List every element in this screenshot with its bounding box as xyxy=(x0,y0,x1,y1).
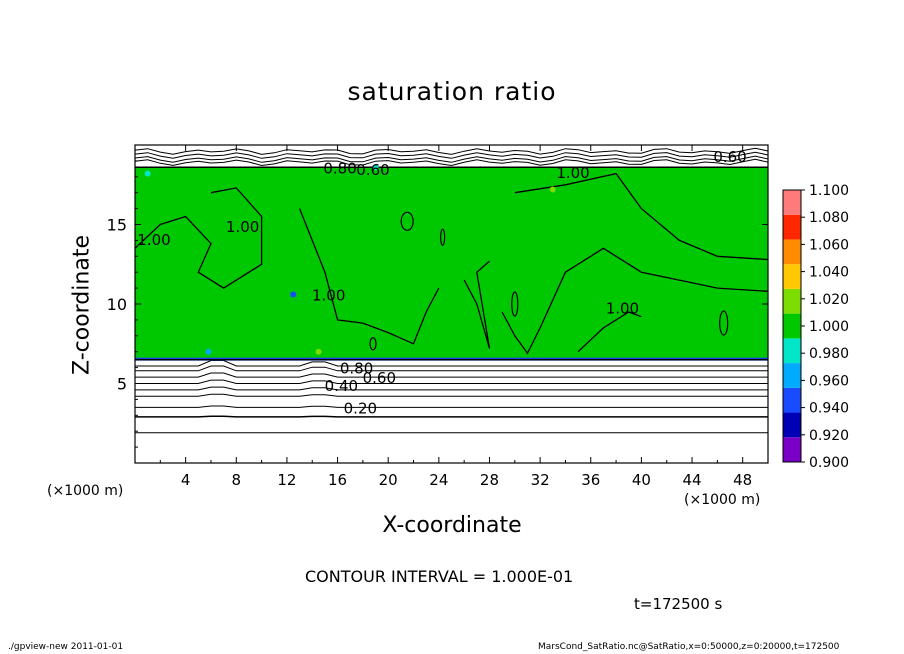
contour-label: 0.60 xyxy=(363,369,396,387)
time-stamp: t=172500 s xyxy=(634,595,723,613)
colorbar-label: 1.040 xyxy=(809,265,849,281)
y-tick-label: 15 xyxy=(107,216,127,235)
contour-line xyxy=(577,311,642,353)
colorbar-swatch xyxy=(783,239,801,265)
colorbar-label: 0.940 xyxy=(809,401,849,417)
colorbar-label: 0.920 xyxy=(809,428,849,444)
contour-label: 0.80 xyxy=(340,360,373,378)
contour-line xyxy=(135,372,768,378)
colorbar-label: 1.020 xyxy=(809,292,849,308)
contour-label: 1.00 xyxy=(312,287,345,305)
colorbar-label: 0.960 xyxy=(809,373,849,389)
saturation-speck xyxy=(549,186,556,193)
contour-line xyxy=(135,360,768,367)
footer-program: ./gpview-new 2011-01-01 xyxy=(8,642,124,652)
footer-source: MarsCond_SatRatio.nc@SatRatio,x=0:50000,… xyxy=(538,642,840,652)
colorbar-swatch xyxy=(783,387,801,413)
x-tick-label: 16 xyxy=(328,471,347,489)
x-tick-label: 24 xyxy=(429,471,448,489)
colorbar-label: 1.060 xyxy=(809,237,849,253)
contour-line xyxy=(135,379,768,384)
contour-label: 0.40 xyxy=(325,377,358,395)
saturation-speck xyxy=(205,348,212,355)
y-tick-label: 10 xyxy=(107,295,127,314)
contour-line xyxy=(135,415,768,418)
contour-line xyxy=(719,310,729,336)
x-tick-label: 20 xyxy=(379,471,398,489)
y-tick-label: 5 xyxy=(117,375,127,394)
saturated-layer-fill xyxy=(135,167,768,360)
contour-label: 1.00 xyxy=(226,218,259,236)
colorbar-label: 1.000 xyxy=(809,319,849,335)
colorbar-label: 1.080 xyxy=(809,210,849,226)
x-tick-label: 12 xyxy=(277,471,296,489)
x-tick-label: 44 xyxy=(682,471,701,489)
colorbar: 1.100 1.080 1.060 1.040 1.020 1.000 0.980 0.960… xyxy=(782,183,849,471)
contour-label: 1.00 xyxy=(556,164,589,182)
contour-line xyxy=(400,211,414,231)
contour-interval-text: CONTOUR INTERVAL = 1.000E-01 xyxy=(305,567,574,586)
contour-line xyxy=(369,337,377,351)
contour-label: 0.60 xyxy=(356,161,389,179)
contour-line xyxy=(135,187,263,289)
colorbar-label: 0.980 xyxy=(809,346,849,362)
saturation-speck xyxy=(315,348,322,355)
colorbar-swatch xyxy=(783,412,801,438)
contour-line xyxy=(298,208,440,345)
x-tick-label: 32 xyxy=(531,471,550,489)
saturation-speck xyxy=(372,164,379,171)
colorbar-swatch xyxy=(783,313,801,339)
chart-title: saturation ratio xyxy=(347,77,557,106)
saturation-speck xyxy=(144,170,151,177)
colorbar-swatch xyxy=(783,338,801,364)
colorbar-swatch xyxy=(783,437,801,462)
contour-line xyxy=(135,386,768,391)
x-unit-label-left: (×1000 m) xyxy=(47,483,124,499)
contour-label: 1.00 xyxy=(606,299,639,317)
contour-line xyxy=(135,155,768,163)
contour-label: 0.80 xyxy=(323,159,356,177)
contour-label: 1.00 xyxy=(137,231,170,249)
x-tick-label: 36 xyxy=(581,471,600,489)
contour-line xyxy=(135,151,768,159)
contour-line xyxy=(135,393,768,397)
colorbar-swatch xyxy=(783,190,801,215)
x-axis-label: X-coordinate xyxy=(382,513,522,538)
x-tick-label: 40 xyxy=(632,471,651,489)
y-axis-label: Z-coordinate xyxy=(69,235,95,375)
contour-label: 0.20 xyxy=(344,399,377,417)
x-unit-label-right: (×1000 m) xyxy=(684,492,761,508)
contour-line xyxy=(511,291,519,317)
contour-line xyxy=(135,158,768,167)
contour-line xyxy=(440,228,446,246)
field-layer: 1.001.001.001.001.000.600.600.800.800.60… xyxy=(135,147,768,434)
saturation-speck xyxy=(290,291,297,298)
contour-label: 0.60 xyxy=(713,148,746,166)
colorbar-swatch xyxy=(783,264,801,289)
contour-line xyxy=(463,260,491,349)
contour-line xyxy=(135,365,768,372)
x-tick-label: 8 xyxy=(232,471,242,489)
x-tick-label: 48 xyxy=(733,471,752,489)
x-tick-label: 28 xyxy=(480,471,499,489)
colorbar-swatch xyxy=(783,214,801,240)
contour-line xyxy=(135,147,768,155)
contour-line xyxy=(501,247,768,355)
colorbar-label: 0.900 xyxy=(809,455,849,471)
colorbar-swatch xyxy=(783,363,801,388)
contour-line xyxy=(135,405,768,408)
colorbar-label: 1.100 xyxy=(809,183,849,199)
colorbar-swatch xyxy=(783,288,801,314)
x-tick-label: 4 xyxy=(181,471,191,489)
contour-line xyxy=(514,172,768,261)
plot-area: 1.001.001.001.001.000.600.600.800.800.60… xyxy=(107,144,769,489)
saturation-speck xyxy=(214,169,221,176)
